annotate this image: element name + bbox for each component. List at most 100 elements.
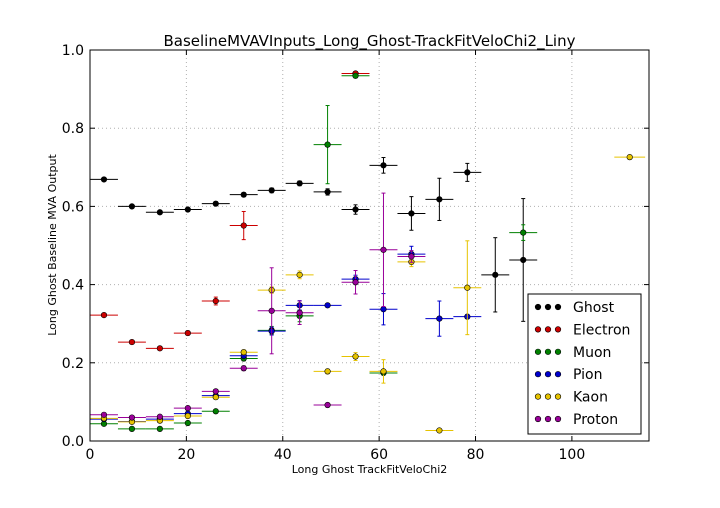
data-point: [380, 246, 387, 253]
data-point: [464, 284, 471, 291]
data-point: [128, 414, 136, 421]
data-point: [436, 315, 443, 322]
data-point: [268, 307, 275, 314]
data-point: [352, 279, 359, 286]
data-point: [184, 419, 191, 427]
data-point: [520, 256, 527, 264]
data-point: [184, 405, 191, 412]
legend-marker: [534, 303, 542, 311]
data-point: [212, 200, 219, 207]
legend-marker: [534, 415, 542, 423]
x-tick-label: 0: [86, 447, 95, 463]
data-point: [408, 210, 415, 217]
legend-label: Electron: [573, 322, 630, 338]
legend-marker: [534, 393, 542, 400]
data-series: [90, 70, 646, 434]
data-point: [324, 188, 331, 196]
data-point: [324, 401, 331, 409]
data-point: [212, 388, 219, 395]
legend-marker: [544, 415, 552, 423]
legend-marker: [534, 371, 542, 378]
legend-marker: [544, 348, 552, 355]
data-point: [128, 338, 136, 346]
data-point: [212, 297, 219, 305]
legend-marker: [544, 303, 552, 311]
data-point: [324, 368, 331, 375]
legend-label: Pion: [573, 367, 602, 383]
legend-marker: [554, 371, 562, 378]
plot-frame: [89, 49, 650, 442]
x-tick-label: 20: [177, 447, 195, 463]
data-point: [324, 302, 331, 309]
series-ghost: [90, 157, 538, 322]
legend-marker: [544, 326, 552, 333]
data-point: [352, 353, 359, 360]
x-tick-label: 60: [370, 447, 388, 463]
x-tick-label: 40: [274, 447, 292, 463]
legend-box: [527, 293, 642, 435]
data-point: [296, 271, 303, 278]
legend-marker: [554, 393, 562, 400]
legend-marker: [544, 371, 552, 378]
data-point: [464, 169, 471, 176]
data-point: [100, 411, 108, 418]
legend-label: Ghost: [573, 300, 615, 316]
legend-label: Proton: [573, 412, 618, 428]
data-point: [156, 413, 163, 420]
x-axis-label: Long Ghost TrackFitVeloChi2: [292, 463, 448, 476]
y-tick-label: 1.0: [62, 43, 84, 59]
data-point: [436, 427, 443, 434]
data-point: [324, 141, 331, 148]
axis-ticks: 0 20 40 60 80 100 0.0 0.2 0.4 0.6 0.8 1.0: [62, 43, 649, 463]
data-point: [240, 349, 247, 356]
series-kaon: [90, 154, 646, 434]
data-point: [156, 209, 163, 216]
data-point: [296, 309, 303, 316]
data-point: [268, 187, 275, 194]
x-tick-label: 100: [559, 447, 586, 463]
data-point: [492, 271, 499, 278]
data-point: [100, 176, 108, 183]
data-point: [408, 253, 415, 260]
y-tick-label: 0.4: [62, 278, 84, 294]
legend-label: Kaon: [573, 390, 608, 406]
y-tick-label: 0.6: [62, 199, 84, 215]
data-point: [352, 206, 359, 213]
data-point: [156, 425, 163, 432]
y-tick-label: 0.0: [62, 434, 84, 450]
legend-label: Muon: [573, 345, 611, 361]
data-point: [626, 154, 633, 161]
data-point: [296, 180, 303, 187]
data-point: [240, 191, 247, 198]
series-proton: [90, 192, 426, 421]
legend-marker: [544, 393, 552, 400]
data-point: [128, 425, 136, 432]
legend-marker: [554, 326, 562, 333]
y-axis-label: Long Ghost Baseline MVA Output: [46, 154, 59, 336]
legend-marker: [554, 348, 562, 355]
data-point: [100, 311, 108, 319]
y-tick-label: 0.8: [62, 121, 84, 137]
data-point: [240, 365, 247, 372]
legend-marker: [554, 415, 562, 423]
data-point: [380, 306, 387, 313]
data-point: [184, 412, 191, 420]
x-tick-label: 80: [467, 447, 485, 463]
data-point: [436, 196, 443, 203]
data-point: [212, 408, 219, 415]
data-point: [212, 394, 219, 401]
legend-marker: [534, 326, 542, 333]
data-point: [520, 229, 527, 236]
chart-title: BaselineMVAVInputs_Long_Ghost-TrackFitVe…: [163, 32, 575, 51]
data-point: [380, 162, 387, 169]
legend-marker: [534, 348, 542, 355]
data-point: [184, 206, 191, 213]
data-point: [128, 203, 136, 210]
legend-marker: [554, 303, 562, 311]
data-point: [352, 72, 359, 79]
data-point: [184, 329, 191, 337]
legend: Ghost Electron Muon Pion Kaon Proton: [527, 293, 642, 435]
y-tick-label: 0.2: [62, 356, 84, 372]
